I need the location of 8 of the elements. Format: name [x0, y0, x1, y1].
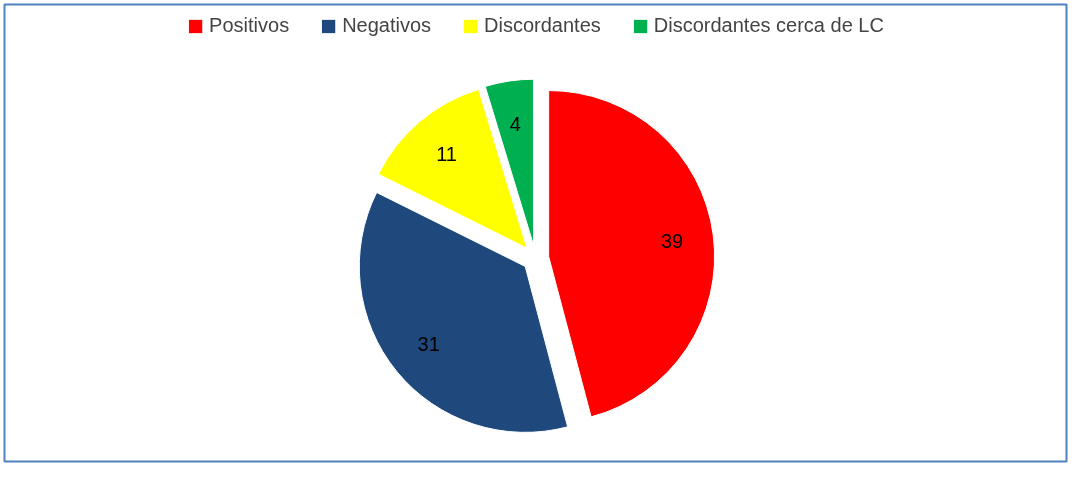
data-label: 4 [509, 112, 521, 135]
data-label: 39 [660, 229, 684, 252]
legend-label: Positivos [209, 14, 290, 37]
legend-label: Discordantes [484, 14, 601, 37]
legend-label: Negativos [342, 14, 432, 37]
data-label: 11 [436, 143, 457, 166]
data-label: 31 [417, 333, 440, 356]
legend-label: Discordantes cerca de LC [653, 14, 884, 37]
